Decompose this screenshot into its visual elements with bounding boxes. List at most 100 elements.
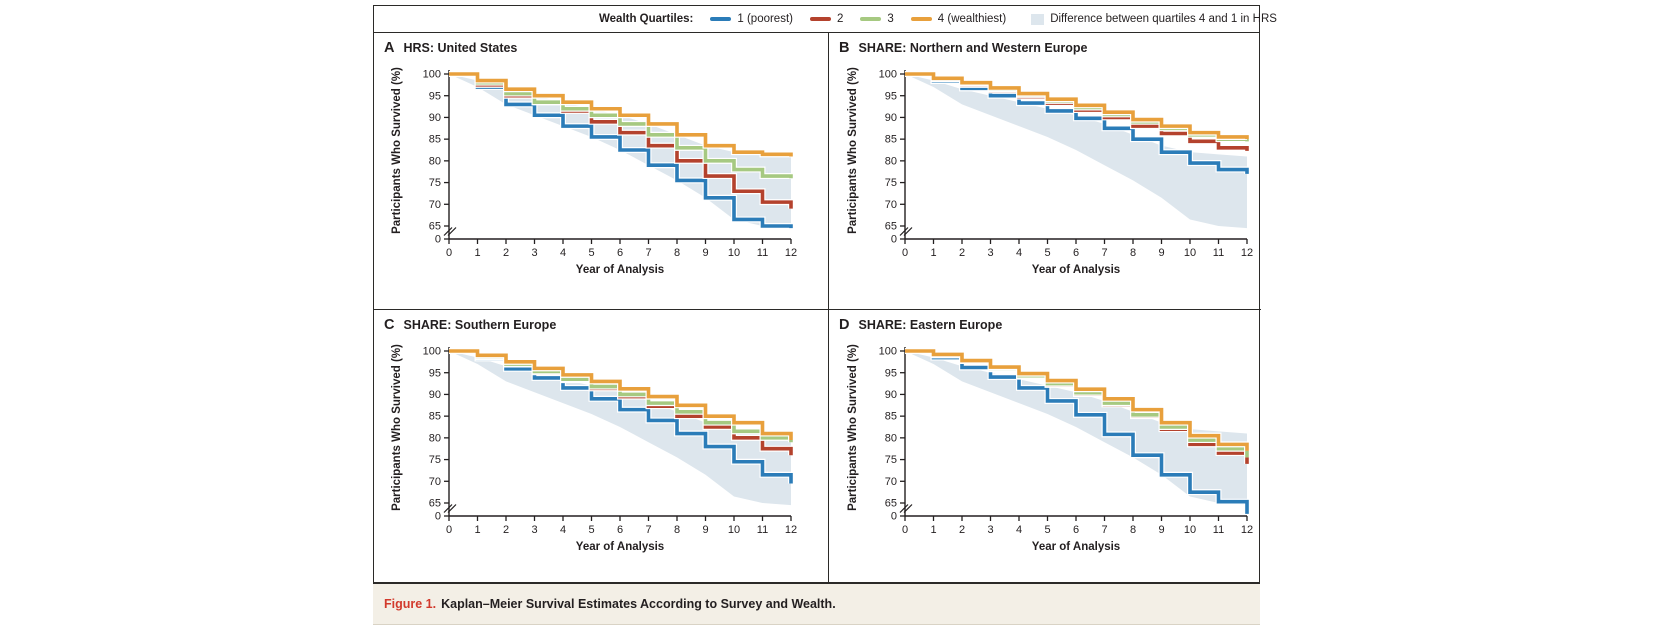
legend-item-label: Difference between quartiles 4 and 1 in …: [1050, 13, 1277, 25]
panel-name: HRS: United States: [403, 41, 518, 55]
svg-text:12: 12: [785, 247, 797, 259]
panel-name: SHARE: Southern Europe: [403, 318, 557, 332]
svg-text:85: 85: [885, 411, 897, 423]
svg-text:2: 2: [959, 524, 965, 536]
svg-text:Year of Analysis: Year of Analysis: [1032, 264, 1120, 276]
svg-text:Participants Who Survived (%): Participants Who Survived (%): [391, 344, 403, 511]
panel-letter: D: [839, 317, 850, 333]
svg-text:6: 6: [617, 247, 623, 259]
svg-text:1: 1: [474, 247, 480, 259]
svg-text:8: 8: [674, 524, 680, 536]
svg-text:2: 2: [503, 524, 509, 536]
svg-text:0: 0: [891, 234, 897, 246]
panel-a-title: A HRS: United States: [384, 40, 517, 56]
panel-c-share-southern-europe: C SHARE: Southern Europe 0 65 70 75 80 85 90 95…: [374, 310, 829, 582]
legend-title: Wealth Quartiles:: [599, 13, 694, 25]
panel-d-title: D SHARE: Eastern Europe: [839, 317, 1002, 333]
svg-text:4: 4: [1016, 247, 1022, 259]
svg-text:9: 9: [1158, 524, 1164, 536]
survival-curve-4-wealthiest-: [449, 349, 793, 441]
legend-item-difference-band: Difference between quartiles 4 and 1 in …: [1031, 13, 1277, 25]
svg-text:75: 75: [885, 454, 897, 466]
svg-text:10: 10: [1184, 247, 1196, 259]
svg-text:100: 100: [423, 69, 441, 81]
svg-text:1: 1: [930, 524, 936, 536]
survival-curve-1-poorest-: [449, 72, 793, 229]
svg-text:12: 12: [1241, 247, 1253, 259]
svg-text:9: 9: [1158, 247, 1164, 259]
svg-text:8: 8: [1130, 524, 1136, 536]
svg-text:0: 0: [902, 524, 908, 536]
figure-caption-label: Figure 1.: [384, 597, 437, 611]
svg-text:80: 80: [885, 155, 897, 167]
svg-text:85: 85: [429, 411, 441, 423]
svg-text:90: 90: [885, 112, 897, 124]
svg-text:75: 75: [429, 177, 441, 189]
svg-text:7: 7: [1101, 524, 1107, 536]
svg-text:0: 0: [435, 511, 441, 523]
svg-text:70: 70: [429, 199, 441, 211]
survival-curve-4-wealthiest-: [905, 72, 1249, 140]
svg-text:5: 5: [588, 524, 594, 536]
survival-curve-1-poorest-: [905, 72, 1249, 174]
panel-grid: A HRS: United States 0 65 70 75 80 85 90 95 100 0…: [374, 33, 1261, 582]
svg-text:95: 95: [429, 367, 441, 379]
svg-text:1: 1: [930, 247, 936, 259]
svg-text:7: 7: [1101, 247, 1107, 259]
quartile-2-line-swatch-icon: [809, 16, 831, 22]
svg-text:100: 100: [879, 346, 897, 358]
svg-text:85: 85: [429, 134, 441, 146]
legend-item-label: 4 (wealthiest): [937, 13, 1007, 25]
svg-text:4: 4: [560, 247, 566, 259]
quartile-4-line-swatch-icon: [910, 16, 932, 22]
svg-text:Participants Who Survived (%): Participants Who Survived (%): [847, 67, 859, 234]
svg-text:1: 1: [474, 524, 480, 536]
svg-text:80: 80: [429, 432, 441, 444]
svg-text:80: 80: [429, 155, 441, 167]
panel-a-hrs-united-states: A HRS: United States 0 65 70 75 80 85 90 95 100 0…: [374, 33, 829, 310]
difference-band-swatch-icon: [1031, 13, 1045, 25]
svg-text:7: 7: [645, 247, 651, 259]
svg-text:70: 70: [885, 476, 897, 488]
svg-text:10: 10: [728, 247, 740, 259]
svg-text:4: 4: [1016, 524, 1022, 536]
legend-item-label: 2: [836, 13, 844, 25]
svg-text:Year of Analysis: Year of Analysis: [1032, 541, 1120, 553]
svg-text:0: 0: [891, 511, 897, 523]
svg-text:5: 5: [1044, 524, 1050, 536]
svg-text:3: 3: [987, 524, 993, 536]
survival-curve-4-wealthiest-: [449, 72, 793, 157]
svg-text:80: 80: [885, 432, 897, 444]
svg-text:65: 65: [429, 498, 441, 510]
svg-text:70: 70: [885, 199, 897, 211]
legend-item-quartile-1: 1 (poorest): [710, 13, 793, 25]
svg-text:5: 5: [1044, 247, 1050, 259]
svg-text:90: 90: [429, 389, 441, 401]
svg-text:0: 0: [446, 247, 452, 259]
svg-text:90: 90: [885, 389, 897, 401]
legend-item-quartile-3: 3: [860, 13, 894, 25]
svg-text:6: 6: [1073, 524, 1079, 536]
figure-caption: Figure 1. Kaplan–Meier Survival Estimate…: [373, 583, 1260, 625]
figure-1-container: Wealth Quartiles: 1 (poorest) 2 3 4 (wea…: [373, 5, 1277, 625]
svg-text:85: 85: [885, 134, 897, 146]
svg-text:11: 11: [1213, 247, 1224, 259]
svg-text:10: 10: [728, 524, 740, 536]
panel-d-share-eastern-europe: D SHARE: Eastern Europe 0 65 70 75 80 85 90 95 1…: [829, 310, 1261, 582]
panel-name: SHARE: Eastern Europe: [858, 318, 1003, 332]
svg-text:65: 65: [885, 498, 897, 510]
panel-name: SHARE: Northern and Western Europe: [858, 41, 1088, 55]
svg-text:4: 4: [560, 524, 566, 536]
svg-text:7: 7: [645, 524, 651, 536]
svg-text:95: 95: [885, 90, 897, 102]
figure-frame: Wealth Quartiles: 1 (poorest) 2 3 4 (wea…: [373, 5, 1277, 583]
survival-curve-1-poorest-: [449, 349, 793, 484]
survival-curve-1-poorest-: [905, 349, 1249, 514]
svg-text:75: 75: [429, 454, 441, 466]
svg-text:6: 6: [617, 524, 623, 536]
svg-text:100: 100: [879, 69, 897, 81]
